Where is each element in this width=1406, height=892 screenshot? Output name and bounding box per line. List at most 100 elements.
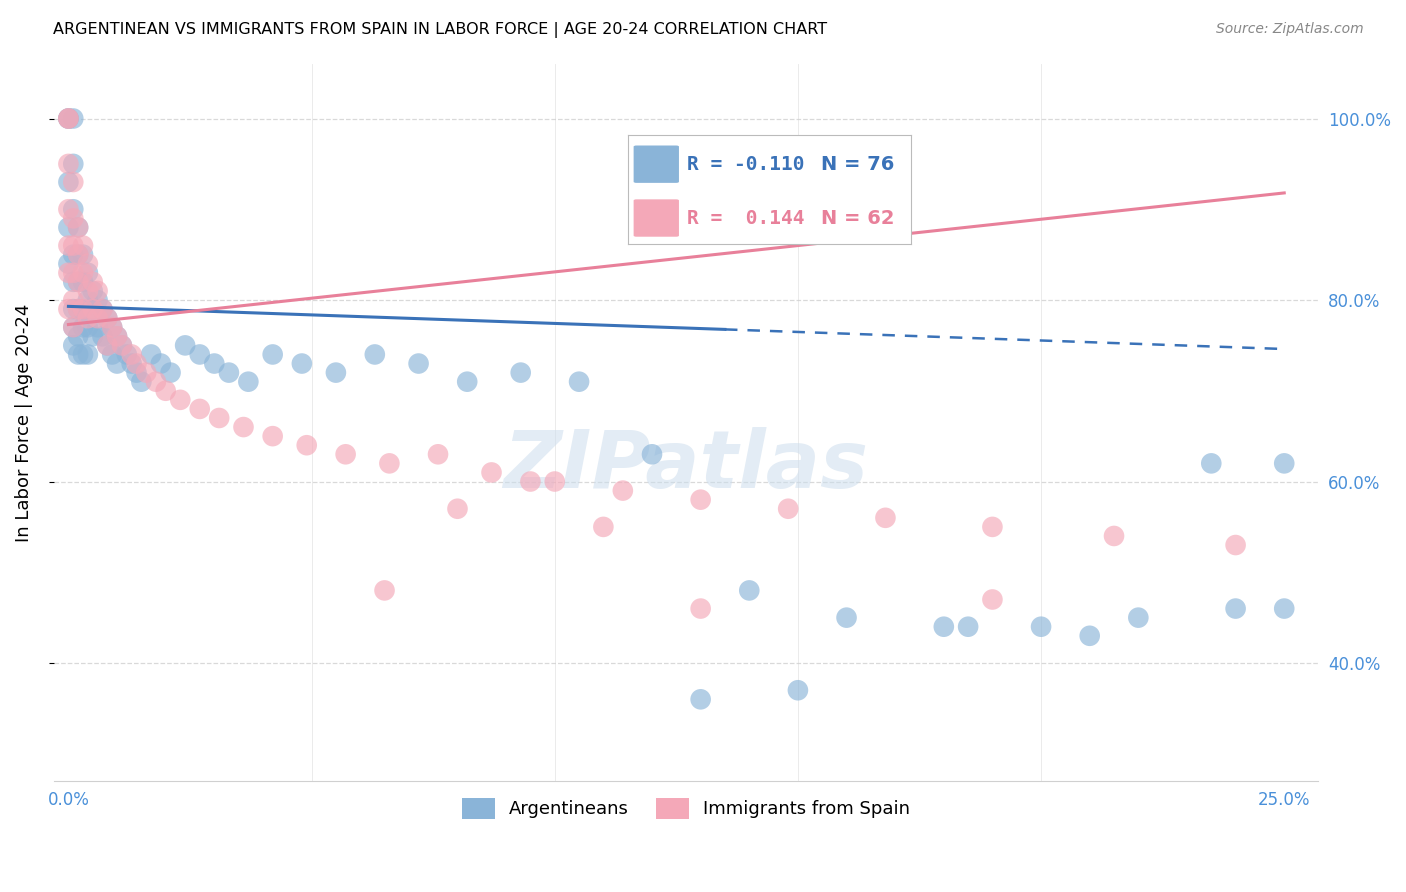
Immigrants from Spain xyxy=(689,601,711,615)
Immigrants from Spain xyxy=(335,447,357,461)
Immigrants from Spain xyxy=(62,175,84,189)
Argentineans xyxy=(787,683,810,698)
Argentineans xyxy=(641,447,664,461)
Immigrants from Spain xyxy=(82,302,104,317)
Argentineans xyxy=(62,247,84,261)
Argentineans xyxy=(111,338,134,352)
Argentineans xyxy=(262,347,284,361)
Immigrants from Spain xyxy=(188,401,211,416)
Argentineans xyxy=(82,302,104,317)
Argentineans xyxy=(121,357,143,371)
Immigrants from Spain xyxy=(91,302,114,317)
Immigrants from Spain xyxy=(67,275,90,289)
Argentineans xyxy=(72,275,94,289)
Argentineans xyxy=(101,347,124,361)
Argentineans xyxy=(835,610,858,624)
Immigrants from Spain xyxy=(72,302,94,317)
Argentineans xyxy=(58,112,80,126)
Immigrants from Spain xyxy=(1102,529,1125,543)
Argentineans xyxy=(62,202,84,217)
Argentineans xyxy=(364,347,387,361)
Immigrants from Spain xyxy=(105,329,128,343)
Legend: Argentineans, Immigrants from Spain: Argentineans, Immigrants from Spain xyxy=(456,790,917,826)
Immigrants from Spain xyxy=(295,438,318,452)
Immigrants from Spain xyxy=(592,520,614,534)
Immigrants from Spain xyxy=(58,266,80,280)
Immigrants from Spain xyxy=(208,411,231,425)
Immigrants from Spain xyxy=(67,220,90,235)
Argentineans xyxy=(62,302,84,317)
Immigrants from Spain xyxy=(58,302,80,317)
Immigrants from Spain xyxy=(169,392,191,407)
Argentineans xyxy=(1128,610,1150,624)
Text: R =  0.144: R = 0.144 xyxy=(688,209,806,227)
Argentineans xyxy=(62,275,84,289)
Argentineans xyxy=(58,175,80,189)
Argentineans xyxy=(456,375,478,389)
Argentineans xyxy=(174,338,197,352)
Immigrants from Spain xyxy=(72,238,94,252)
Argentineans xyxy=(509,366,531,380)
Text: R = -0.110: R = -0.110 xyxy=(688,154,806,174)
Argentineans xyxy=(1272,601,1295,615)
Immigrants from Spain xyxy=(62,293,84,307)
Argentineans xyxy=(62,112,84,126)
Argentineans xyxy=(105,329,128,343)
Argentineans xyxy=(77,320,100,334)
Argentineans xyxy=(1272,456,1295,470)
Immigrants from Spain xyxy=(101,320,124,334)
Argentineans xyxy=(58,220,80,235)
Argentineans xyxy=(67,275,90,289)
Immigrants from Spain xyxy=(778,501,800,516)
Immigrants from Spain xyxy=(77,284,100,298)
Argentineans xyxy=(72,347,94,361)
Immigrants from Spain xyxy=(981,520,1004,534)
Immigrants from Spain xyxy=(232,420,254,434)
Argentineans xyxy=(72,302,94,317)
Immigrants from Spain xyxy=(62,266,84,280)
Argentineans xyxy=(159,366,181,380)
Argentineans xyxy=(149,357,172,371)
Argentineans xyxy=(82,329,104,343)
Argentineans xyxy=(96,311,118,326)
Argentineans xyxy=(957,620,980,634)
Immigrants from Spain xyxy=(481,466,503,480)
Immigrants from Spain xyxy=(145,375,167,389)
Argentineans xyxy=(125,366,148,380)
Immigrants from Spain xyxy=(58,112,80,126)
Argentineans xyxy=(202,357,225,371)
Argentineans xyxy=(101,320,124,334)
Immigrants from Spain xyxy=(86,311,108,326)
Immigrants from Spain xyxy=(875,511,897,525)
Immigrants from Spain xyxy=(58,202,80,217)
Argentineans xyxy=(238,375,260,389)
Immigrants from Spain xyxy=(446,501,468,516)
Immigrants from Spain xyxy=(58,112,80,126)
Argentineans xyxy=(72,320,94,334)
Argentineans xyxy=(67,247,90,261)
Immigrants from Spain xyxy=(427,447,450,461)
Immigrants from Spain xyxy=(262,429,284,443)
Immigrants from Spain xyxy=(544,475,567,489)
Immigrants from Spain xyxy=(86,284,108,298)
Argentineans xyxy=(408,357,430,371)
Argentineans xyxy=(67,329,90,343)
Argentineans xyxy=(188,347,211,361)
Argentineans xyxy=(58,112,80,126)
Immigrants from Spain xyxy=(981,592,1004,607)
Argentineans xyxy=(58,257,80,271)
Immigrants from Spain xyxy=(373,583,395,598)
Argentineans xyxy=(568,375,591,389)
Immigrants from Spain xyxy=(155,384,177,398)
Immigrants from Spain xyxy=(378,456,401,470)
Immigrants from Spain xyxy=(62,320,84,334)
Argentineans xyxy=(932,620,955,634)
FancyBboxPatch shape xyxy=(634,145,679,183)
Argentineans xyxy=(67,302,90,317)
Argentineans xyxy=(115,347,138,361)
Text: Source: ZipAtlas.com: Source: ZipAtlas.com xyxy=(1216,22,1364,37)
Immigrants from Spain xyxy=(689,492,711,507)
Immigrants from Spain xyxy=(96,311,118,326)
Argentineans xyxy=(131,375,153,389)
Immigrants from Spain xyxy=(121,347,143,361)
